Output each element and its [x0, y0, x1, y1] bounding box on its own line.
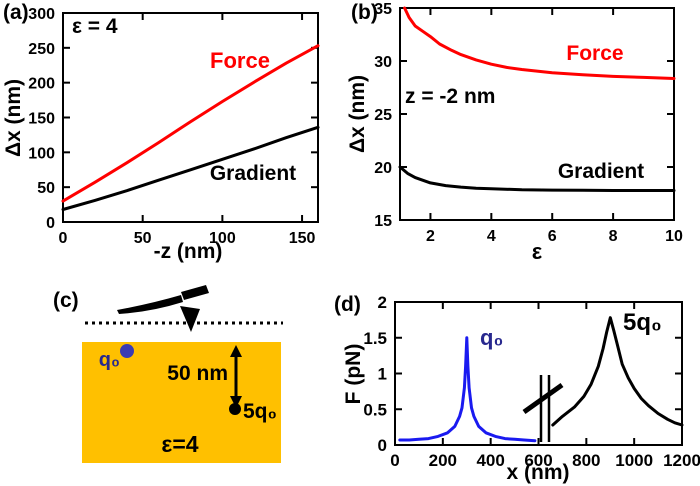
x-tick-label: 150: [289, 230, 316, 247]
panel-c-label: (c): [53, 289, 79, 312]
series-label: Gradient: [558, 160, 644, 183]
x-tick-label: 50: [134, 230, 152, 247]
y-tick-label: 200: [28, 76, 55, 93]
x-axis-label: ε: [532, 239, 543, 264]
charge-q0-label: q₀: [99, 349, 120, 371]
series-label: 5q₀: [623, 309, 662, 336]
x-tick-label: 400: [476, 451, 504, 470]
y-axis-label: F (pN): [342, 344, 365, 405]
y-tick-label: 15: [374, 213, 392, 230]
axis-break-slash: [522, 382, 564, 415]
series-label: q₀: [480, 325, 503, 350]
x-axis-label: -z (nm): [154, 240, 223, 263]
x-tick-label: 0: [390, 451, 399, 470]
y-tick-label: 35: [374, 1, 392, 18]
series-label: Gradient: [210, 162, 296, 185]
series-line-second: [551, 316, 684, 427]
series-label: Force: [566, 42, 623, 65]
y-tick-label: 1: [378, 365, 387, 384]
charge-5q0-dot: [229, 403, 241, 415]
panel-b-label: (b): [351, 1, 378, 24]
afm-tip: [180, 306, 200, 332]
y-tick-label: 0: [378, 436, 387, 455]
x-tick-label: 100: [209, 230, 236, 247]
x-tick-label: 0: [59, 230, 68, 247]
charge-5q0-label: 5q₀: [243, 400, 277, 423]
plot-box: [399, 7, 675, 221]
afm-chip: [181, 285, 209, 300]
plot-box: [62, 12, 319, 223]
x-tick-label: 8: [609, 228, 618, 245]
x-axis-label: x (nm): [507, 461, 570, 484]
x-tick-label: 600: [524, 451, 552, 470]
series-line-first: [403, 6, 676, 80]
charge-q0-dot: [120, 344, 134, 358]
panel-a-label: (a): [3, 1, 29, 24]
y-tick-label: 0.5: [363, 400, 387, 419]
series-line-second: [61, 125, 320, 211]
x-tick-label: 6: [548, 228, 557, 245]
y-tick-label: 1.5: [363, 329, 387, 348]
sample-box: [82, 342, 281, 463]
x-tick-label: 1000: [615, 451, 653, 470]
y-tick-label: 50: [37, 180, 55, 197]
series-line-first: [61, 44, 320, 203]
afm-cantilever: [117, 295, 183, 314]
x-tick-label: 4: [487, 228, 496, 245]
epsilon-label: ε=4: [161, 431, 198, 457]
chart-a: 0 50 100 150 0 50 100 150 200 250 300 -z (nm) Δx (nm…: [2, 6, 320, 263]
y-tick-label: 250: [28, 41, 55, 58]
annotation: z = -2 nm: [405, 85, 495, 108]
y-axis-label: Δx (nm): [346, 75, 369, 153]
y-tick-label: 2: [378, 293, 387, 312]
x-tick-label: 1200: [663, 451, 700, 470]
y-axis-label: Δx (nm): [2, 79, 25, 157]
series-line-second: [398, 165, 676, 192]
diagram-c: q₀ 50 nm 5q₀ ε=4: [82, 285, 283, 463]
chart-d: 0 200 400 600 800 1000 1200 0 0.5 1 1.5 2 x (nm) F (p…: [342, 293, 700, 484]
y-tick-label: 0: [46, 215, 55, 232]
y-tick-label: 30: [374, 54, 392, 71]
y-tick-label: 20: [374, 160, 392, 177]
x-tick-label: 200: [429, 451, 457, 470]
x-tick-label: 10: [665, 228, 683, 245]
panel-d-label: (d): [334, 293, 361, 316]
distance-arrow-head-up: [230, 345, 242, 357]
chart-b: 2 4 6 8 10 15 20 25 30 35 ε Δx (nm) z = -2 nm Force Gr…: [346, 1, 683, 264]
series-label: Force: [210, 48, 270, 73]
y-tick-label: 100: [28, 145, 55, 162]
x-tick-label: 2: [426, 228, 435, 245]
annotation: ε = 4: [72, 15, 118, 38]
y-tick-label: 300: [28, 6, 55, 23]
y-tick-label: 25: [374, 107, 392, 124]
y-tick-label: 150: [28, 111, 55, 128]
series-line-first: [398, 336, 537, 443]
distance-arrow-head-down: [230, 396, 242, 408]
x-tick-label: 800: [572, 451, 600, 470]
distance-label: 50 nm: [167, 362, 228, 385]
